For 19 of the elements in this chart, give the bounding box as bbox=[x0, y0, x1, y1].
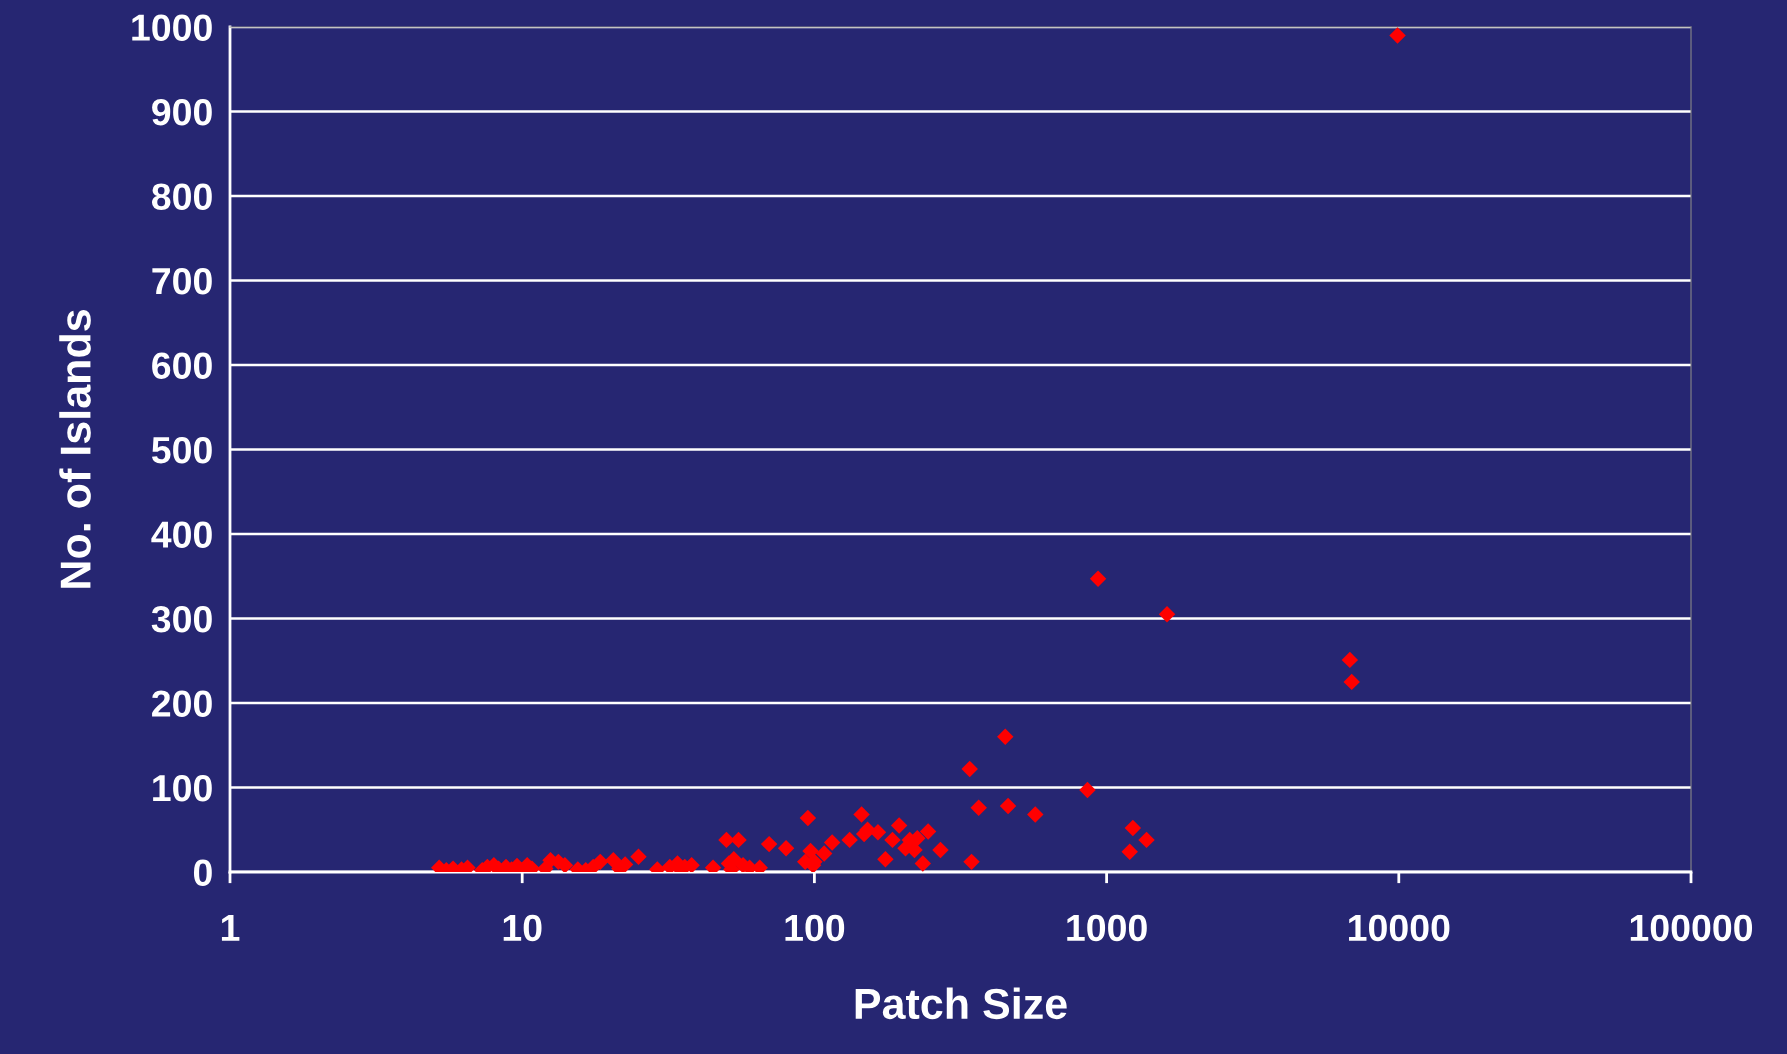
y-tick-label: 800 bbox=[151, 183, 212, 210]
x-tick-label: 100 bbox=[785, 914, 845, 942]
y-tick-label: 600 bbox=[152, 352, 212, 379]
y-tick-label: 100 bbox=[153, 774, 212, 802]
y-tick-label: 1000 bbox=[132, 14, 212, 41]
x-tick-label: 10000 bbox=[1349, 914, 1450, 942]
y-tick-label: 700 bbox=[152, 267, 212, 295]
x-tick-label: 1000 bbox=[1067, 914, 1147, 942]
x-tick-label: 10 bbox=[503, 914, 542, 942]
y-tick-label: 200 bbox=[152, 690, 212, 717]
y-tick-label: 300 bbox=[151, 605, 212, 633]
x-axis-title: Patch Size bbox=[855, 987, 1067, 1020]
y-tick-label: 900 bbox=[152, 98, 212, 126]
y-axis-title: No. of Islands bbox=[59, 310, 91, 588]
y-tick-label: 500 bbox=[151, 436, 212, 464]
y-tick-label: 400 bbox=[151, 521, 212, 548]
x-tick-label: 1 bbox=[221, 915, 240, 941]
x-tick-label: 100000 bbox=[1630, 914, 1753, 942]
y-tick-label: 0 bbox=[193, 859, 212, 886]
